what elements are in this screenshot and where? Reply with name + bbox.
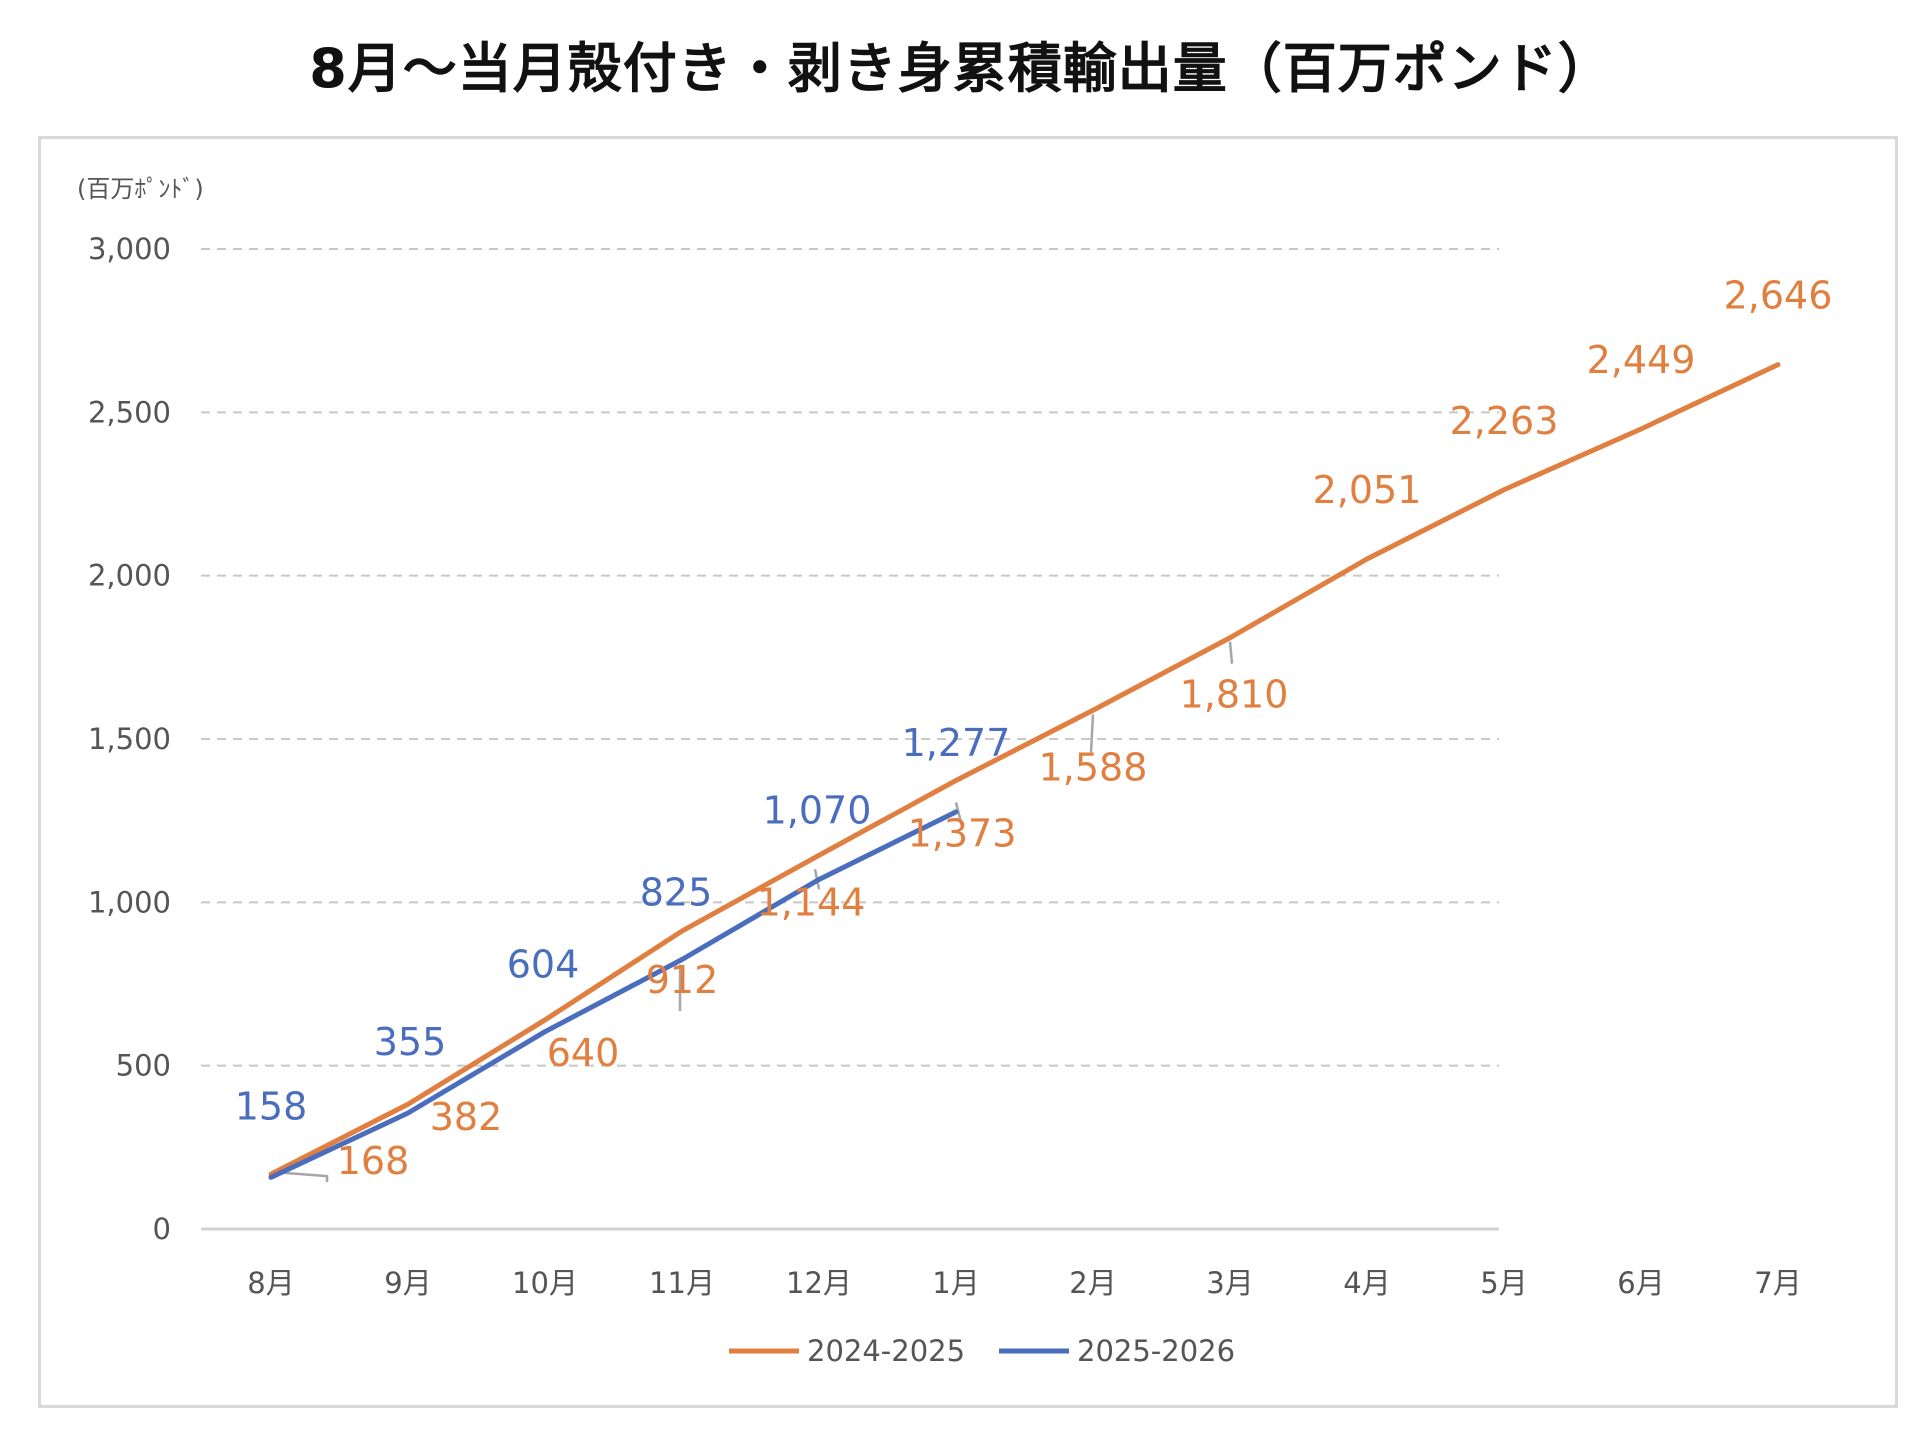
data-label-2024-2025: 1,810 [1180, 673, 1289, 717]
leader-layer [274, 641, 1234, 1183]
chart-frame: (百万ﾎﾟﾝﾄﾞ) 0 500 1,000 1,500 2,000 2,500 3,000 8… [38, 136, 1898, 1408]
x-tick-label: 4月 [1343, 1266, 1390, 1300]
x-tick-label: 11月 [649, 1266, 715, 1300]
data-label-2024-2025: 382 [430, 1095, 503, 1139]
x-tick-label: 12月 [786, 1266, 852, 1300]
y-axis-label: (百万ﾎﾟﾝﾄﾞ) [77, 175, 204, 203]
x-tick-label: 1月 [932, 1266, 979, 1300]
y-tick-label: 2,500 [88, 395, 171, 429]
data-label-2024-2025: 2,051 [1313, 468, 1422, 512]
data-label-2024-2025: 1,588 [1039, 745, 1148, 789]
chart-title: 8月～当月殻付き・剥き身累積輸出量（百万ポンド） [309, 37, 1613, 100]
y-tick-label: 1,500 [88, 722, 171, 756]
grid-layer [201, 248, 1499, 1067]
data-label-2024-2025: 168 [337, 1139, 410, 1183]
data-label-leader [1089, 714, 1095, 753]
data-label-2024-2025: 1,373 [908, 811, 1017, 855]
data-label-leader [274, 1170, 329, 1183]
axis-layer: 0 500 1,000 1,500 2,000 2,500 3,000 8月 9月 10月 11月 1… [88, 232, 1802, 1300]
x-tick-label: 10月 [512, 1266, 578, 1300]
data-label-2024-2025: 640 [547, 1031, 620, 1075]
data-label-2024-2025: 912 [646, 958, 719, 1002]
data-label-2025-2026: 604 [507, 943, 580, 987]
x-tick-label: 9月 [384, 1266, 431, 1300]
line-chart: (百万ﾎﾟﾝﾄﾞ) 0 500 1,000 1,500 2,000 2,500 3,000 8… [77, 175, 1833, 1368]
series-line-2025-2026 [268, 809, 959, 1180]
x-tick-label: 7月 [1754, 1266, 1801, 1300]
y-tick-label: 2,000 [88, 559, 171, 593]
data-label-2025-2026: 355 [374, 1020, 447, 1064]
data-label-2025-2026: 1,070 [763, 788, 872, 832]
data-label-2024-2025: 2,263 [1450, 399, 1559, 443]
series-line-2024-2025 [268, 362, 1781, 1177]
x-tick-label: 2月 [1069, 1266, 1116, 1300]
y-tick-label: 3,000 [88, 232, 171, 266]
x-tick-label: 6月 [1617, 1266, 1664, 1300]
data-label-leader [1228, 641, 1234, 664]
data-label-2024-2025: 1,144 [757, 880, 866, 924]
x-tick-label: 8月 [247, 1266, 294, 1300]
x-tick-label: 3月 [1206, 1266, 1253, 1300]
y-tick-label: 500 [116, 1049, 171, 1083]
data-label-2025-2026: 825 [640, 871, 713, 915]
data-label-leader [954, 802, 964, 827]
data-label-2024-2025: 2,449 [1587, 338, 1696, 382]
data-label-2024-2025: 2,646 [1724, 274, 1833, 318]
legend-label: 2025-2026 [1077, 1334, 1235, 1368]
x-tick-label: 5月 [1480, 1266, 1527, 1300]
y-tick-label: 0 [153, 1212, 171, 1246]
series-layer [268, 362, 1781, 1180]
data-label-2025-2026: 158 [235, 1084, 308, 1128]
y-tick-label: 1,000 [88, 885, 171, 919]
data-label-2025-2026: 1,277 [902, 721, 1011, 765]
legend-label: 2024-2025 [807, 1334, 965, 1368]
legend: 2024-2025 2025-2026 [729, 1334, 1235, 1368]
label-layer: 168 382 640 912 1,144 1,373 1,588 1,810 2,051 2,2… [235, 274, 1833, 1183]
